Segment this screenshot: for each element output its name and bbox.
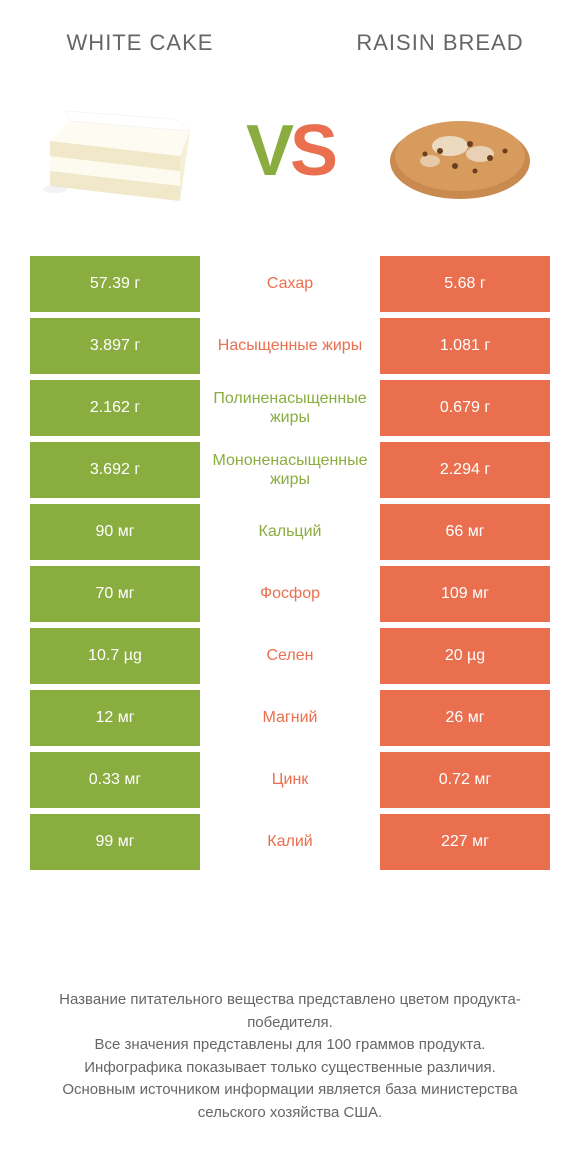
table-row: 57.39 гСахар5.68 г [30, 256, 550, 312]
left-product-image [30, 81, 210, 221]
left-value-cell: 57.39 г [30, 256, 200, 312]
footer-line-2: Все значения представлены для 100 граммо… [30, 1034, 550, 1057]
table-row: 70 мгФосфор109 мг [30, 566, 550, 622]
vs-v: V [246, 111, 290, 191]
nutrient-label: Фосфор [200, 566, 380, 622]
table-row: 0.33 мгЦинк0.72 мг [30, 752, 550, 808]
bread-icon [380, 96, 540, 206]
comparison-table: 57.39 гСахар5.68 г 3.897 гНасыщенные жиры… [0, 256, 580, 870]
table-row: 10.7 µgСелен20 µg [30, 628, 550, 684]
right-value-cell: 0.679 г [380, 380, 550, 436]
table-row: 90 мгКальций66 мг [30, 504, 550, 560]
nutrient-label: Селен [200, 628, 380, 684]
table-row: 3.897 гНасыщенные жиры1.081 г [30, 318, 550, 374]
footer-notes: Название питательного вещества представл… [0, 989, 580, 1124]
left-value-cell: 3.897 г [30, 318, 200, 374]
nutrient-label: Насыщенные жиры [200, 318, 380, 374]
right-product-title: RAISIN BREAD [340, 30, 540, 56]
right-value-cell: 2.294 г [380, 442, 550, 498]
right-value-cell: 20 µg [380, 628, 550, 684]
left-value-cell: 90 мг [30, 504, 200, 560]
left-value-cell: 12 мг [30, 690, 200, 746]
vs-s: S [290, 111, 334, 191]
footer-line-4: Основным источником информации является … [30, 1079, 550, 1124]
right-product-image [370, 81, 550, 221]
right-value-cell: 1.081 г [380, 318, 550, 374]
nutrient-label: Цинк [200, 752, 380, 808]
left-value-cell: 0.33 мг [30, 752, 200, 808]
nutrient-label: Калий [200, 814, 380, 870]
right-value-cell: 227 мг [380, 814, 550, 870]
left-value-cell: 70 мг [30, 566, 200, 622]
right-value-cell: 66 мг [380, 504, 550, 560]
right-value-cell: 109 мг [380, 566, 550, 622]
left-value-cell: 99 мг [30, 814, 200, 870]
header: WHITE CAKE RAISIN BREAD [0, 0, 580, 66]
cake-icon [40, 91, 200, 211]
images-row: VS [0, 66, 580, 256]
left-value-cell: 3.692 г [30, 442, 200, 498]
nutrient-label: Мононенасыщенные жиры [200, 442, 380, 498]
table-row: 2.162 гПолиненасыщенные жиры0.679 г [30, 380, 550, 436]
left-product-title: WHITE CAKE [40, 30, 240, 56]
footer-line-1: Название питательного вещества представл… [30, 989, 550, 1034]
right-value-cell: 26 мг [380, 690, 550, 746]
right-value-cell: 5.68 г [380, 256, 550, 312]
table-row: 99 мгКалий227 мг [30, 814, 550, 870]
nutrient-label: Сахар [200, 256, 380, 312]
left-value-cell: 2.162 г [30, 380, 200, 436]
nutrient-label: Полиненасыщенные жиры [200, 380, 380, 436]
left-value-cell: 10.7 µg [30, 628, 200, 684]
footer-line-3: Инфографика показывает только существенн… [30, 1057, 550, 1080]
vs-label: VS [246, 110, 334, 192]
right-value-cell: 0.72 мг [380, 752, 550, 808]
table-row: 12 мгМагний26 мг [30, 690, 550, 746]
nutrient-label: Магний [200, 690, 380, 746]
nutrient-label: Кальций [200, 504, 380, 560]
table-row: 3.692 гМононенасыщенные жиры2.294 г [30, 442, 550, 498]
